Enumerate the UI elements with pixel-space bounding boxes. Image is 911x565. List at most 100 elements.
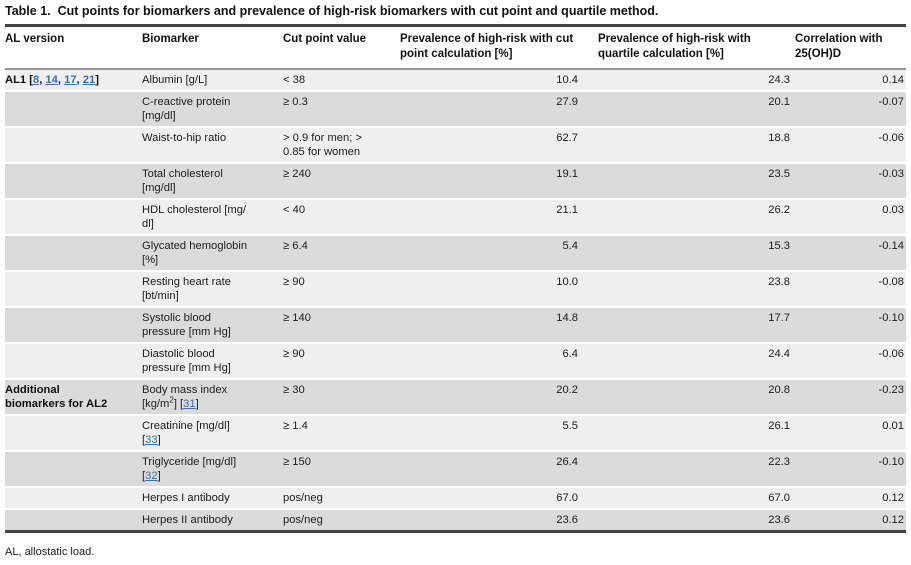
cell-text: Creatinine [mg/dl] [	[142, 420, 230, 446]
cut-point-cell: ≥ 150	[283, 450, 400, 487]
cut-point-cell: < 40	[283, 198, 400, 235]
prevalence-quartile-cell: 22.3	[590, 450, 792, 487]
cut-point-cell: > 0.9 for men; > 0.85 for women	[283, 126, 400, 163]
table-row: Systolic blood pressure [mm Hg] ≥ 140 14.8…	[5, 306, 906, 343]
prevalence-quartile-cell: 17.7	[590, 306, 792, 343]
table-row: C-reactive protein [mg/dl] ≥ 0.3 27.9 20.1-…	[5, 90, 906, 127]
biomarker-cell: HDL cholesterol [mg/ dl]	[142, 198, 283, 235]
cut-point-cell: ≥ 0.3	[283, 90, 400, 127]
cut-point-cell: ≥ 30	[283, 378, 400, 415]
reference-link[interactable]: 14	[45, 74, 58, 86]
header-row: AL version Biomarker Cut point value Pre…	[5, 25, 906, 70]
reference-link[interactable]: 33	[145, 434, 158, 446]
prevalence-quartile-cell: 20.1	[590, 90, 792, 127]
prevalence-cutpoint-cell: 10.0	[400, 270, 590, 307]
al-version-cell	[5, 198, 142, 235]
table-row: Diastolic blood pressure [mm Hg] ≥ 90 6.4 2…	[5, 342, 906, 379]
prevalence-cutpoint-cell: 5.4	[400, 234, 590, 271]
col-header-biomarker: Biomarker	[142, 25, 283, 70]
correlation-cell: 0.12	[792, 486, 906, 509]
biomarker-cell: C-reactive protein [mg/dl]	[142, 90, 283, 127]
prevalence-cutpoint-cell: 10.4	[400, 68, 590, 91]
col-header-prevalence-cut-point: Prevalence of high-risk with cut point c…	[400, 25, 590, 70]
prevalence-quartile-cell: 24.3	[590, 68, 792, 91]
table-row: Creatinine [mg/dl] [33] ≥ 1.4 5.5 26.1 0.01	[5, 414, 906, 451]
al-version-cell: AL1 [8, 14, 17, 21]	[5, 68, 142, 91]
table-footnote: AL, allostatic load.	[5, 546, 95, 558]
cut-point-cell: < 38	[283, 68, 400, 91]
prevalence-cutpoint-cell: 23.6	[400, 508, 590, 532]
correlation-cell: -0.23	[792, 378, 906, 415]
correlation-cell: 0.12	[792, 508, 906, 532]
al-version-cell	[5, 270, 142, 307]
cut-point-cell: ≥ 90	[283, 270, 400, 307]
table-row: Triglyceride [mg/dl] [32] ≥ 150 26.4 22.3 -0…	[5, 450, 906, 487]
cell-text: Triglyceride [mg/dl] [	[142, 456, 237, 482]
table-row: Waist-to-hip ratio > 0.9 for men; > 0.85 …	[5, 126, 906, 163]
reference-link[interactable]: 21	[82, 74, 96, 86]
cut-point-cell: pos/neg	[283, 508, 400, 532]
al-version-cell	[5, 90, 142, 127]
table-header: AL version Biomarker Cut point value Pre…	[5, 25, 906, 70]
prevalence-quartile-cell: 24.4	[590, 342, 792, 379]
col-header-al-version: AL version	[5, 25, 142, 70]
correlation-cell: -0.03	[792, 162, 906, 199]
table-row: Herpes II antibody pos/neg 23.6 23.6 0.12	[5, 508, 906, 532]
prevalence-cutpoint-cell: 20.2	[400, 378, 590, 415]
correlation-cell: -0.06	[792, 126, 906, 163]
reference-link[interactable]: 31	[183, 398, 196, 410]
reference-link[interactable]: 32	[145, 470, 158, 482]
biomarker-cell: Systolic blood pressure [mm Hg]	[142, 306, 283, 343]
biomarker-cell: Diastolic blood pressure [mm Hg]	[142, 342, 283, 379]
al-version-cell	[5, 414, 142, 451]
prevalence-quartile-cell: 23.5	[590, 162, 792, 199]
biomarker-cell: Albumin [g/L]	[142, 68, 283, 91]
prevalence-quartile-cell: 15.3	[590, 234, 792, 271]
cell-text: Body mass index [kg/m	[142, 384, 228, 410]
biomarker-cell: Triglyceride [mg/dl] [32]	[142, 450, 283, 487]
biomarker-cell: Glycated hemoglobin [%]	[142, 234, 283, 271]
prevalence-cutpoint-cell: 67.0	[400, 486, 590, 509]
table-row: Glycated hemoglobin [%] ≥ 6.4 5.4 15.3 -0.14	[5, 234, 906, 271]
correlation-cell: -0.06	[792, 342, 906, 379]
al-version-cell	[5, 234, 142, 271]
al-version-cell	[5, 508, 142, 532]
table-title-label: Table 1.	[5, 4, 51, 18]
prevalence-cutpoint-cell: 14.8	[400, 306, 590, 343]
table-row: Additional biomarkers for AL2 Body mass i…	[5, 378, 906, 415]
table-row: Herpes I antibody pos/neg 67.0 67.0 0.12	[5, 486, 906, 509]
prevalence-quartile-cell: 23.8	[590, 270, 792, 307]
cut-point-cell: ≥ 140	[283, 306, 400, 343]
cut-point-cell: ≥ 90	[283, 342, 400, 379]
al-version-cell: Additional biomarkers for AL2	[5, 378, 142, 415]
correlation-cell: -0.14	[792, 234, 906, 271]
al-version-cell	[5, 162, 142, 199]
prevalence-quartile-cell: 18.8	[590, 126, 792, 163]
biomarkers-table: AL version Biomarker Cut point value Pre…	[5, 24, 906, 533]
table-title-text: Cut points for biomarkers and prevalence…	[57, 4, 659, 18]
superscript: 2	[169, 395, 174, 405]
al-version-cell	[5, 450, 142, 487]
biomarker-cell: Waist-to-hip ratio	[142, 126, 283, 163]
prevalence-quartile-cell: 26.2	[590, 198, 792, 235]
biomarker-cell: Creatinine [mg/dl] [33]	[142, 414, 283, 451]
biomarker-cell: Total cholesterol [mg/dl]	[142, 162, 283, 199]
cell-text: AL1 [	[5, 74, 33, 86]
correlation-cell: 0.03	[792, 198, 906, 235]
col-header-cut-point-value: Cut point value	[283, 25, 400, 70]
cut-point-cell: ≥ 6.4	[283, 234, 400, 271]
al-version-cell	[5, 342, 142, 379]
reference-link[interactable]: 17	[64, 74, 77, 86]
prevalence-quartile-cell: 26.1	[590, 414, 792, 451]
cell-text: ]	[195, 398, 199, 410]
cut-point-cell: ≥ 240	[283, 162, 400, 199]
prevalence-quartile-cell: 20.8	[590, 378, 792, 415]
table-title: Table 1. Cut points for biomarkers and pr…	[5, 4, 906, 24]
correlation-cell: -0.10	[792, 450, 906, 487]
prevalence-cutpoint-cell: 62.7	[400, 126, 590, 163]
cell-text: ]	[95, 74, 99, 86]
col-header-correlation-25ohd: Correlation with 25(OH)D	[792, 25, 906, 70]
reference-link[interactable]: 8	[32, 74, 40, 86]
biomarker-cell: Resting heart rate [bt/min]	[142, 270, 283, 307]
correlation-cell: 0.14	[792, 68, 906, 91]
